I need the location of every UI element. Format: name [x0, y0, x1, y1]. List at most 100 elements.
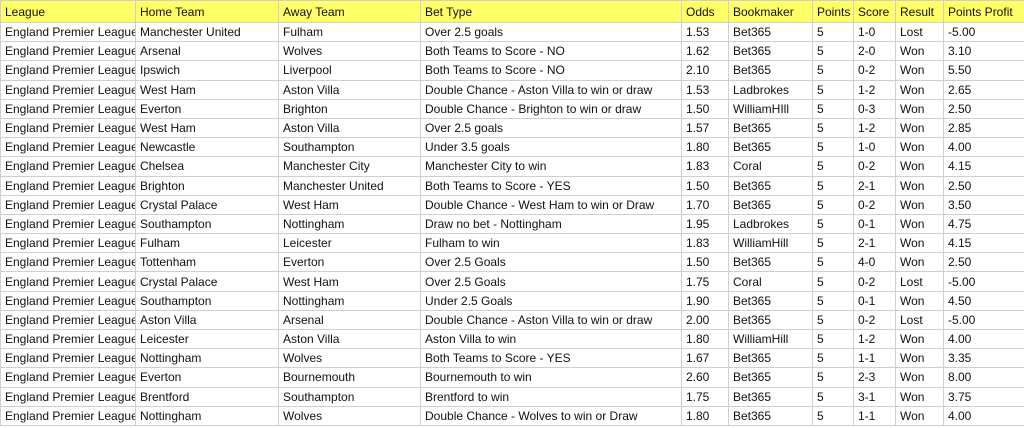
- table-cell: Over 2.5 Goals: [420, 252, 682, 273]
- table-cell: Double Chance - West Ham to win or Draw: [420, 194, 682, 215]
- table-cell: Newcastle: [135, 137, 279, 158]
- table-cell: 1.70: [681, 194, 729, 215]
- table-cell: 1.83: [681, 233, 729, 254]
- table-row: England Premier League Tottenham Everton Ov…: [0, 252, 1024, 273]
- table-cell: England Premier League: [0, 60, 136, 81]
- table-cell: Crystal Palace: [135, 194, 279, 215]
- table-cell: Leicester: [278, 233, 421, 254]
- table-cell: Wolves: [278, 41, 421, 62]
- table-cell: Aston Villa: [278, 117, 421, 139]
- table-cell: Draw no bet - Nottingham: [420, 213, 682, 235]
- table-cell: 4.00: [943, 328, 1024, 350]
- table-cell: Everton: [278, 252, 421, 273]
- table-cell: Bet365: [728, 405, 813, 426]
- table-row: England Premier League Arsenal Wolves Both …: [0, 41, 1024, 62]
- table-cell: -5.00: [943, 271, 1024, 292]
- table-cell: 5: [812, 194, 854, 215]
- table-cell: 5: [812, 175, 854, 196]
- table-cell: Won: [895, 194, 944, 215]
- table-cell: 2-0: [853, 41, 896, 62]
- table-cell: 2-1: [853, 175, 896, 196]
- table-cell: Lost: [895, 271, 944, 292]
- table-cell: -5.00: [943, 309, 1024, 331]
- table-cell: 3.10: [943, 41, 1024, 62]
- table-cell: Brighton: [135, 175, 279, 196]
- table-cell: Manchester City: [278, 156, 421, 177]
- table-cell: Double Chance - Aston Villa to win or dr…: [420, 79, 682, 100]
- table-cell: 2.00: [681, 309, 729, 331]
- table-cell: Won: [895, 79, 944, 100]
- table-cell: 3-1: [853, 386, 896, 407]
- table-cell: 1-2: [853, 117, 896, 139]
- table-cell: Lost: [895, 309, 944, 331]
- table-cell: 1.95: [681, 213, 729, 235]
- table-cell: Tottenham: [135, 252, 279, 273]
- table-cell: England Premier League: [0, 21, 136, 43]
- table-cell: Both Teams to Score - YES: [420, 175, 682, 196]
- table-row: England Premier League Nottingham Wolves Bo…: [0, 348, 1024, 369]
- table-body: England Premier League Manchester United F…: [0, 21, 1024, 426]
- table-cell: England Premier League: [0, 405, 136, 426]
- table-row: England Premier League Manchester United F…: [0, 21, 1024, 43]
- table-cell: 1-0: [853, 21, 896, 43]
- table-cell: Bet365: [728, 175, 813, 196]
- table-cell: England Premier League: [0, 98, 136, 119]
- table-cell: 1.80: [681, 328, 729, 350]
- table-cell: Aston Villa: [278, 328, 421, 350]
- table-cell: 0-3: [853, 98, 896, 119]
- header-row: League Home Team Away Team Bet Type Odds Book…: [0, 0, 1024, 23]
- table-row: England Premier League West Ham Aston Vill…: [0, 79, 1024, 100]
- table-cell: Southampton: [278, 137, 421, 158]
- table-cell: 1-1: [853, 405, 896, 426]
- table-cell: Won: [895, 41, 944, 62]
- table-cell: Over 2.5 goals: [420, 21, 682, 43]
- table-cell: Won: [895, 348, 944, 369]
- table-row: England Premier League Brighton Manchester…: [0, 175, 1024, 196]
- table-cell: 5.50: [943, 60, 1024, 81]
- table-cell: 2.65: [943, 79, 1024, 100]
- table-cell: Nottingham: [135, 348, 279, 369]
- table-cell: Won: [895, 98, 944, 119]
- table-cell: 0-2: [853, 309, 896, 331]
- table-cell: England Premier League: [0, 290, 136, 311]
- table-cell: 3.75: [943, 386, 1024, 407]
- table-cell: 5: [812, 405, 854, 426]
- table-cell: Nottingham: [278, 290, 421, 311]
- table-cell: WilliamHill: [728, 233, 813, 254]
- table-cell: 5: [812, 41, 854, 62]
- table-cell: WilliamHill: [728, 328, 813, 350]
- table-cell: 4.00: [943, 405, 1024, 426]
- table-cell: 1-0: [853, 137, 896, 158]
- table-cell: Won: [895, 328, 944, 350]
- header-cell: Odds: [681, 0, 729, 23]
- table-cell: 1.83: [681, 156, 729, 177]
- table-cell: 2.50: [943, 98, 1024, 119]
- table-cell: Won: [895, 175, 944, 196]
- table-cell: Coral: [728, 271, 813, 292]
- table-cell: England Premier League: [0, 213, 136, 235]
- table-cell: Won: [895, 386, 944, 407]
- table-row: England Premier League Brentford Southampt…: [0, 386, 1024, 407]
- table-cell: Bournemouth: [278, 367, 421, 388]
- table-cell: Aston Villa: [278, 79, 421, 100]
- table-cell: 2.50: [943, 252, 1024, 273]
- table-cell: Arsenal: [278, 309, 421, 331]
- table-cell: Crystal Palace: [135, 271, 279, 292]
- table-cell: 8.00: [943, 367, 1024, 388]
- table-cell: Over 2.5 Goals: [420, 271, 682, 292]
- table-cell: 5: [812, 137, 854, 158]
- table-cell: England Premier League: [0, 41, 136, 62]
- table-cell: England Premier League: [0, 137, 136, 158]
- table-cell: Southampton: [135, 213, 279, 235]
- table-cell: Bet365: [728, 252, 813, 273]
- table-cell: 5: [812, 117, 854, 139]
- table-cell: Won: [895, 137, 944, 158]
- table-cell: Under 2.5 Goals: [420, 290, 682, 311]
- table-cell: Both Teams to Score - NO: [420, 60, 682, 81]
- table-cell: 5: [812, 386, 854, 407]
- table-cell: Manchester United: [278, 175, 421, 196]
- table-cell: Bet365: [728, 41, 813, 62]
- table-cell: Bet365: [728, 309, 813, 331]
